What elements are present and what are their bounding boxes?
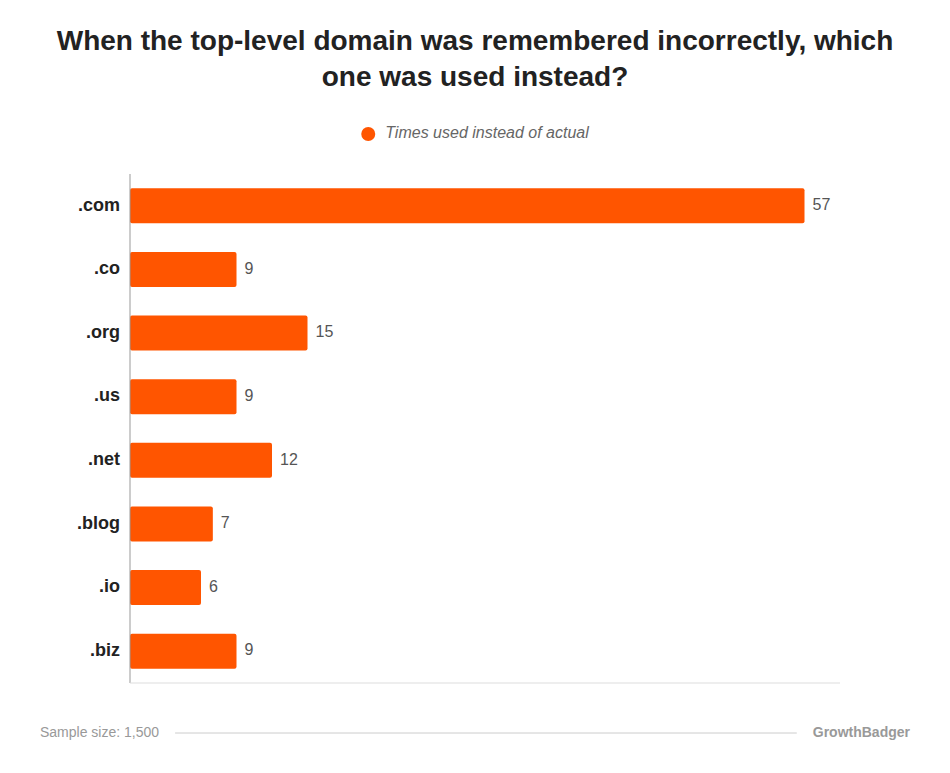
category-label: .co: [94, 258, 120, 278]
data-label: 9: [245, 260, 254, 277]
category-label: .us: [94, 385, 120, 405]
data-label: 7: [221, 514, 230, 531]
legend-label: Times used instead of actual: [385, 124, 589, 141]
category-label: .com: [78, 195, 120, 215]
annotation: GrowthBadger: [813, 724, 911, 740]
chart-container: When the top-level domain was remembered…: [0, 0, 950, 773]
category-label: .biz: [90, 640, 120, 660]
data-label: 15: [316, 323, 334, 340]
labels: 57 .com 9 .co 15 .org 9 .us 12 .net 7 .blog 6 .io 9 .bi…: [77, 195, 830, 660]
axis-line: [130, 683, 840, 684]
category-label: .net: [88, 449, 120, 469]
bar: [130, 379, 237, 414]
legend: Times used instead of actual: [361, 124, 589, 141]
data-label: 9: [245, 641, 254, 658]
footer-rule: [175, 733, 797, 734]
bars: [130, 188, 805, 668]
bar: [130, 316, 308, 351]
bar: [130, 570, 201, 605]
axis-line: [130, 174, 131, 683]
bar: [130, 443, 272, 478]
data-label: 57: [813, 196, 831, 213]
bar: [130, 634, 237, 669]
data-label: 12: [280, 451, 298, 468]
annotation: Sample size: 1,500: [40, 724, 159, 740]
chart-title: When the top-level domain was remembered…: [57, 25, 894, 92]
bar: [130, 188, 805, 223]
category-label: .blog: [77, 513, 120, 533]
bar: [130, 506, 213, 541]
chart-svg: When the top-level domain was remembered…: [0, 0, 950, 773]
category-label: .org: [86, 322, 120, 342]
data-label: 6: [209, 578, 218, 595]
category-label: .io: [99, 576, 120, 596]
background: [0, 0, 950, 773]
bar: [130, 252, 237, 287]
legend-marker: [361, 127, 375, 141]
data-label: 9: [245, 387, 254, 404]
